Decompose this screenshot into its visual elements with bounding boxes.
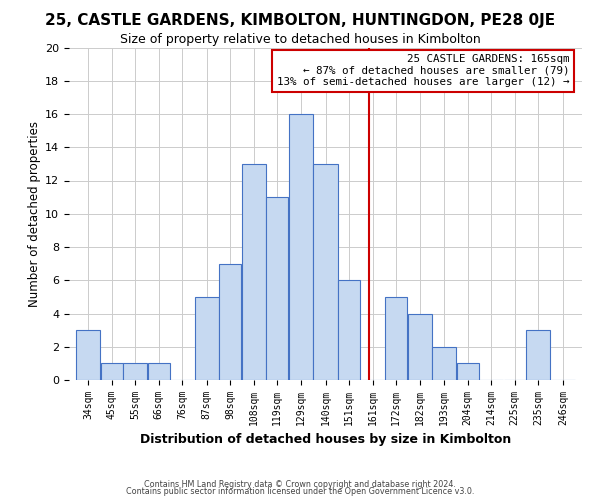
Text: Size of property relative to detached houses in Kimbolton: Size of property relative to detached ho… (119, 32, 481, 46)
Y-axis label: Number of detached properties: Number of detached properties (28, 120, 41, 306)
Bar (432, 347, 457, 380)
Bar (338, 280, 360, 380)
Bar (194, 297, 219, 380)
Bar (220, 264, 241, 380)
Bar (101, 364, 122, 380)
Bar (526, 330, 550, 380)
Bar (266, 197, 289, 380)
Bar (123, 364, 147, 380)
Text: Contains HM Land Registry data © Crown copyright and database right 2024.: Contains HM Land Registry data © Crown c… (144, 480, 456, 489)
Bar (407, 314, 431, 380)
Bar (313, 164, 338, 380)
Bar (148, 364, 170, 380)
Bar (385, 297, 407, 380)
Text: 25, CASTLE GARDENS, KIMBOLTON, HUNTINGDON, PE28 0JE: 25, CASTLE GARDENS, KIMBOLTON, HUNTINGDO… (45, 12, 555, 28)
Bar (289, 114, 313, 380)
Bar (76, 330, 100, 380)
Bar (457, 364, 479, 380)
X-axis label: Distribution of detached houses by size in Kimbolton: Distribution of detached houses by size … (140, 434, 511, 446)
Text: 25 CASTLE GARDENS: 165sqm
← 87% of detached houses are smaller (79)
13% of semi-: 25 CASTLE GARDENS: 165sqm ← 87% of detac… (277, 54, 569, 88)
Text: Contains public sector information licensed under the Open Government Licence v3: Contains public sector information licen… (126, 488, 474, 496)
Bar (242, 164, 266, 380)
